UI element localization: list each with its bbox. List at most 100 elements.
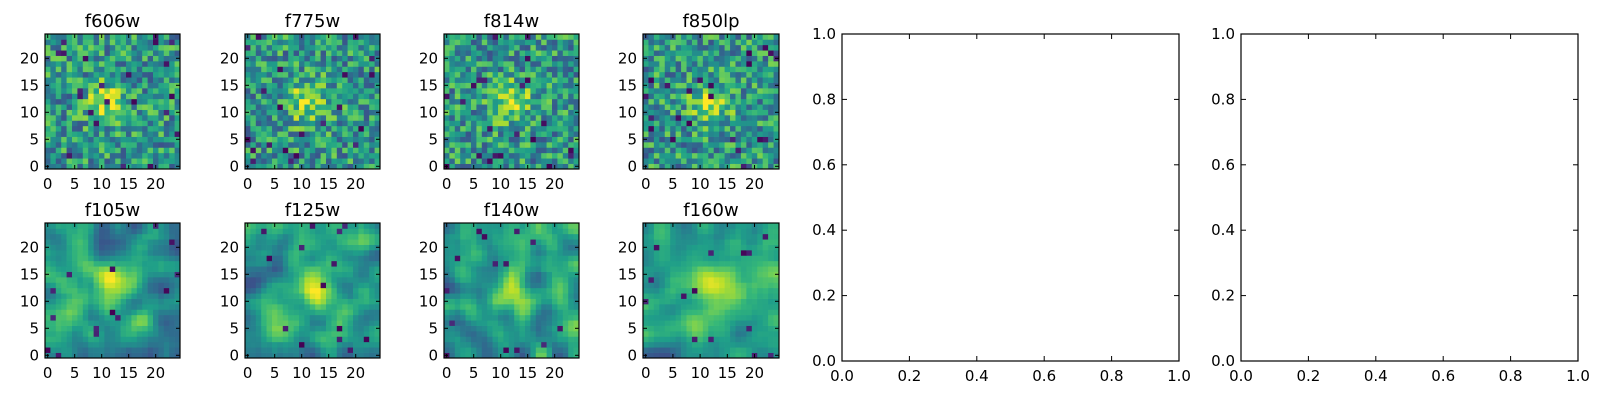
heatmap-cell [648, 82, 655, 89]
heatmap-cell [757, 336, 764, 343]
heatmap-cell [530, 125, 537, 132]
heatmap-cell [282, 298, 289, 305]
heatmap-cell [336, 66, 343, 73]
heatmap-cell [730, 309, 736, 316]
heatmap-cell [163, 120, 170, 127]
heatmap-cell [562, 287, 569, 294]
heatmap-cell [50, 260, 57, 267]
heatmap-cell [174, 320, 181, 326]
heatmap-cell [675, 304, 682, 310]
heatmap-cell [88, 331, 94, 337]
heatmap-cell [120, 309, 127, 316]
heatmap-cell [735, 71, 742, 78]
heatmap-cell [153, 271, 159, 278]
heatmap-cell [353, 347, 359, 353]
heatmap-cell [136, 136, 143, 143]
heatmap-cell [664, 136, 671, 143]
heatmap-cell [315, 44, 321, 51]
heatmap-cell [347, 287, 354, 294]
heatmap-cell [686, 136, 693, 143]
heatmap-cell [55, 55, 62, 62]
heatmap-cell [643, 61, 649, 67]
heatmap-cell [266, 255, 273, 262]
heatmap-cell [266, 152, 273, 159]
heatmap-cell [266, 55, 273, 62]
heatmap-cell [347, 125, 354, 132]
heatmap-cell [719, 163, 725, 170]
heatmap-cell [99, 125, 105, 132]
heatmap-cell [255, 325, 262, 332]
heatmap-cell [369, 98, 375, 105]
heatmap-cell [541, 250, 547, 256]
heatmap-cell [120, 282, 127, 289]
heatmap-cell [757, 320, 764, 326]
heatmap-cell [730, 287, 736, 294]
heatmap-cell [250, 320, 257, 326]
heatmap-cell [309, 331, 316, 337]
heatmap-cell [142, 314, 148, 321]
heatmap-cell [266, 304, 273, 310]
heatmap-cell [272, 104, 278, 110]
heatmap-cell [353, 50, 359, 56]
heatmap-cell [77, 293, 84, 299]
heatmap-cell [762, 277, 769, 283]
heatmap-cell [142, 320, 148, 326]
heatmap-cell [88, 314, 94, 321]
heatmap-cell [746, 298, 753, 305]
heatmap-cell [326, 293, 332, 299]
heatmap-cell [93, 142, 100, 148]
heatmap-cell [293, 336, 300, 343]
heatmap-cell [746, 88, 753, 94]
heatmap-cell [266, 244, 273, 251]
heatmap-cell [675, 347, 682, 353]
heatmap-cell [55, 293, 62, 299]
heatmap-cell [342, 34, 348, 40]
heatmap-cell [109, 228, 116, 235]
heatmap-cell [99, 50, 105, 56]
heatmap-cell [643, 147, 649, 154]
heatmap-cell [88, 255, 94, 262]
heatmap-cell [158, 109, 165, 116]
heatmap-cell [153, 131, 159, 137]
heatmap-cell [142, 88, 148, 94]
heatmap-cell [514, 239, 520, 245]
heatmap-cell [255, 163, 262, 170]
heatmap-cell [320, 77, 327, 83]
heatmap-cell [471, 277, 477, 283]
heatmap-cell [126, 298, 132, 305]
heatmap-cell [730, 298, 736, 305]
heatmap-cell [61, 314, 67, 321]
heatmap-cell [498, 255, 504, 262]
heatmap-cell [72, 158, 78, 164]
heatmap-cell [476, 309, 483, 316]
heatmap-cell [147, 309, 154, 316]
heatmap-cell [664, 304, 671, 310]
heatmap-cell [93, 98, 100, 105]
heatmap-cell [514, 50, 520, 56]
heatmap-cell [557, 331, 564, 337]
heatmap-cell [762, 298, 769, 305]
heatmap-cell [492, 325, 499, 332]
heatmap-cell [261, 314, 267, 321]
heatmap-cell [664, 88, 671, 94]
heatmap-cell [768, 55, 774, 62]
heatmap-cell [174, 255, 181, 262]
heatmap-cell [664, 93, 671, 100]
heatmap-cell [288, 77, 294, 83]
heatmap-cell [708, 336, 715, 343]
heatmap-cell [525, 88, 531, 94]
heatmap-cell [697, 39, 704, 46]
heatmap-cell [363, 125, 370, 132]
heatmap-cell [363, 55, 370, 62]
heatmap-cell [449, 352, 456, 359]
heatmap-cell [492, 239, 499, 245]
heatmap-cell [557, 341, 564, 348]
heatmap-cell [514, 341, 520, 348]
heatmap-cell [552, 341, 558, 348]
heatmap-cell [719, 61, 725, 67]
heatmap-cell [557, 266, 564, 272]
heatmap-cell [519, 93, 526, 100]
heatmap-cell [277, 233, 284, 240]
heatmap-cell [304, 223, 311, 229]
heatmap-cell [498, 55, 504, 62]
